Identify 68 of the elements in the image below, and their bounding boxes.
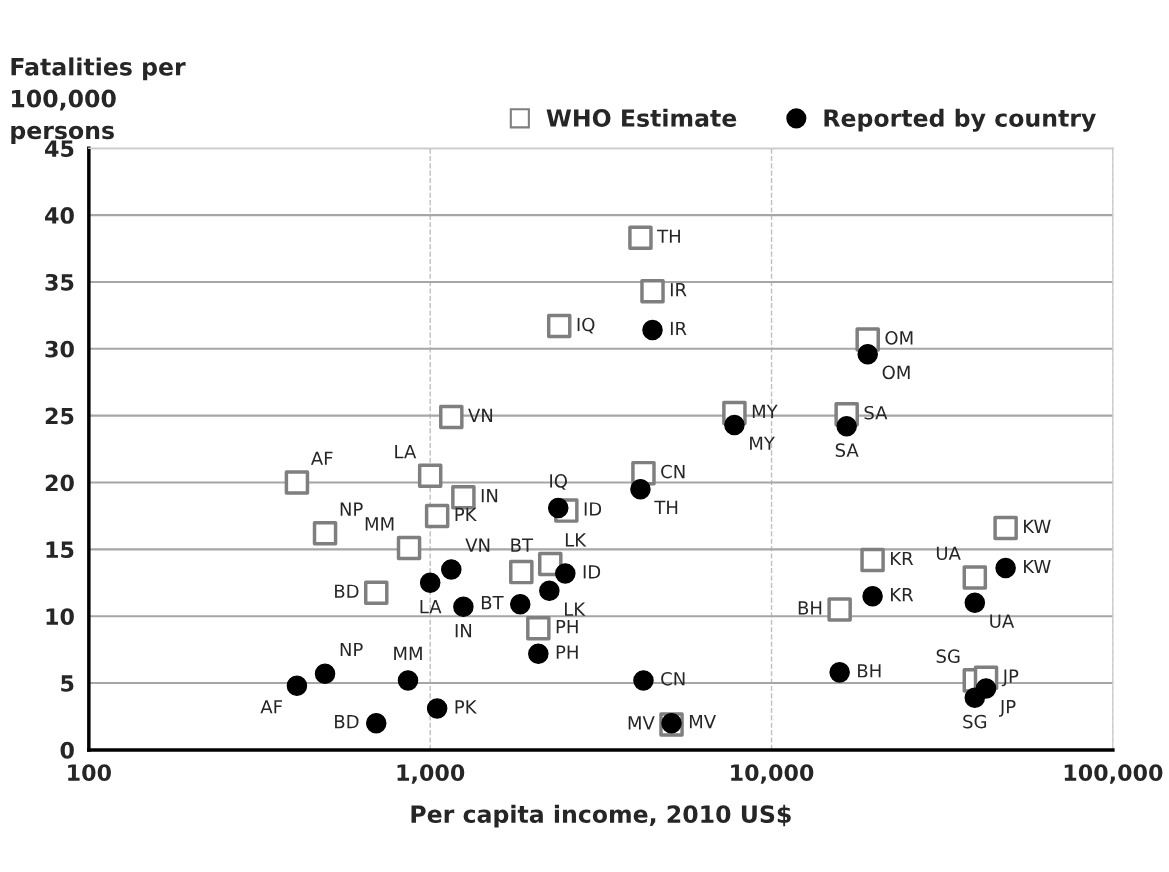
data-label: JP (1001, 669, 1019, 687)
data-label: PH (556, 620, 578, 634)
data-label: KR (891, 551, 914, 566)
data-label: LA (420, 600, 442, 614)
data-label: UA (990, 614, 1015, 628)
data-label: AF (310, 451, 333, 465)
y-tick-label: 5 (61, 675, 74, 692)
x-tick-label: 1,000 (397, 764, 465, 784)
data-label: IN (481, 489, 498, 503)
data-label: NP (340, 502, 363, 516)
data-label: VN (468, 408, 493, 422)
y-tick-label: 0 (60, 741, 74, 759)
data-label: TH (657, 229, 680, 243)
y-tick-label: 15 (46, 541, 74, 559)
y-tick-label: 10 (46, 608, 74, 625)
legend-label: WHO Estimate (546, 108, 737, 127)
data-label: IR (670, 283, 687, 297)
data-label: SA (864, 405, 888, 420)
data-label: KR (891, 587, 914, 602)
data-label: UA (936, 546, 961, 561)
data-label: BT (481, 596, 504, 610)
data-label: LK (565, 602, 586, 616)
data-label: SG (936, 649, 960, 664)
x-axis-title: Per capita income, 2010 US$ (411, 804, 791, 828)
data-label: AF (260, 700, 282, 714)
data-label: MY (750, 436, 775, 450)
y-tick-label: 25 (45, 407, 74, 425)
data-label: KW (1024, 519, 1051, 533)
data-label: PK (455, 507, 477, 521)
y-tick-label: 35 (45, 273, 74, 291)
data-label: MV (689, 715, 716, 729)
data-label: KW (1024, 559, 1051, 574)
data-label: PH (556, 645, 578, 659)
x-tick-label: 10,000 (731, 764, 814, 784)
data-label: IQ (550, 474, 567, 490)
data-label: JP (998, 700, 1016, 717)
data-label: BD (335, 715, 359, 729)
data-label: LA (395, 445, 417, 459)
y-tick-label: 20 (45, 474, 74, 492)
data-label: SA (835, 443, 859, 457)
data-label: IN (455, 624, 472, 638)
x-tick-label: 100 (68, 764, 111, 782)
data-label: SG (963, 714, 987, 729)
data-label: CN (661, 464, 685, 479)
data-label: ID (583, 565, 601, 579)
data-label: MM (365, 517, 394, 531)
data-label: PK (455, 700, 477, 714)
data-label: BH (798, 601, 822, 615)
data-label: OM (885, 331, 913, 345)
data-label: TH (654, 500, 678, 515)
data-label: LK (565, 533, 587, 547)
data-label: BH (858, 664, 881, 678)
data-label: BD (335, 584, 359, 598)
data-label: IR (670, 321, 687, 336)
legend-label: Reported by country (824, 108, 1096, 132)
data-label: MY (752, 404, 778, 418)
data-label: NP (340, 642, 363, 657)
data-label: MV (628, 716, 655, 730)
data-label: OM (882, 365, 910, 380)
data-label: CN (661, 671, 685, 686)
y-tick-label: 40 (45, 207, 74, 224)
data-label: VN (465, 538, 490, 552)
x-tick-label: 100,000 (1064, 764, 1163, 784)
data-label: ID (584, 502, 602, 516)
y-tick-label: 30 (45, 340, 74, 358)
data-label: MM (394, 646, 422, 660)
data-label: BT (511, 538, 534, 552)
data-label: IQ (577, 317, 595, 334)
